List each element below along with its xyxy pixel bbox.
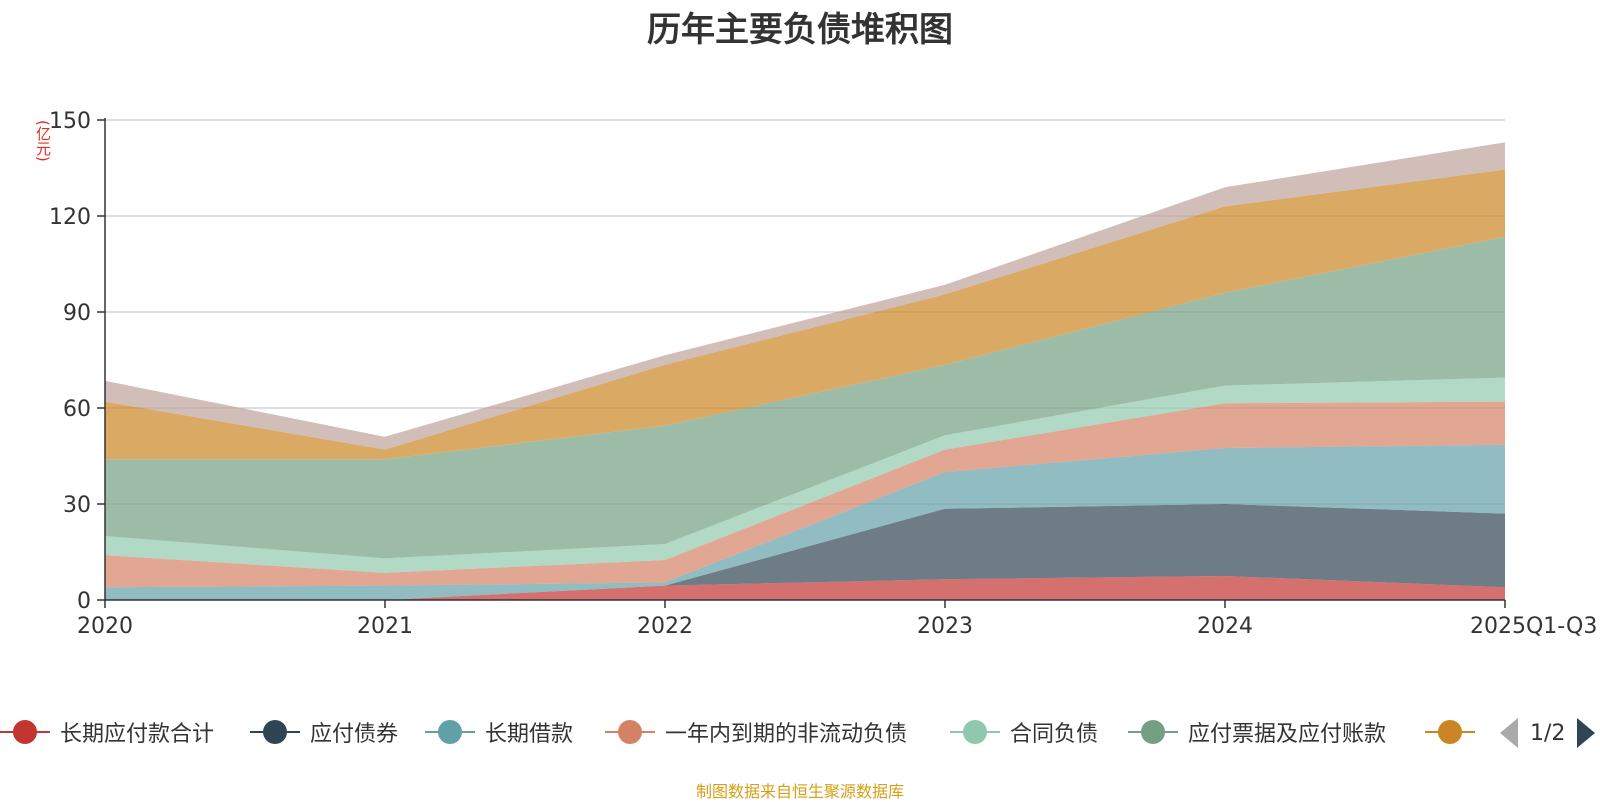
y-axis-unit-label: (亿元) bbox=[34, 120, 52, 162]
area-series-1[interactable] bbox=[105, 504, 1505, 600]
legend-item-6[interactable] bbox=[1425, 716, 1475, 748]
chart-title: 历年主要负债堆积图 bbox=[647, 10, 953, 50]
area-series-4[interactable] bbox=[105, 377, 1505, 573]
legend-marker-icon bbox=[950, 716, 1000, 748]
x-tick-label-3: 2023 bbox=[917, 614, 973, 639]
legend-label: 合同负债 bbox=[1010, 722, 1099, 747]
legend-marker-icon bbox=[605, 716, 655, 748]
legend-item-0[interactable]: 长期应付款合计 bbox=[0, 716, 214, 748]
legend-item-5[interactable]: 应付票据及应付账款 bbox=[1128, 716, 1386, 748]
legend-label: 长期借款 bbox=[485, 722, 574, 747]
y-tick-label-0: 0 bbox=[77, 589, 91, 614]
x-tick-label-5: 2025Q1-Q3 bbox=[1470, 614, 1597, 639]
legend-prev-page-icon[interactable] bbox=[1500, 718, 1518, 748]
area-series-0[interactable] bbox=[105, 576, 1505, 600]
legend-item-3[interactable]: 一年内到期的非流动负债 bbox=[605, 716, 907, 748]
legend-marker-icon bbox=[1128, 716, 1178, 748]
legend-label: 应付债券 bbox=[310, 722, 399, 747]
area-series-6[interactable] bbox=[105, 169, 1505, 460]
chart-plot: 0 30 60 90 120 150 2020 2021 2022 2023 2024 2025Q1-… bbox=[49, 109, 1597, 639]
y-tick-label-4: 120 bbox=[49, 205, 91, 230]
x-tick-label-2: 2022 bbox=[637, 614, 693, 639]
legend-label: 长期应付款合计 bbox=[60, 722, 215, 747]
legend-marker-icon bbox=[425, 716, 475, 748]
y-tick-label-3: 90 bbox=[63, 301, 91, 326]
legend-label: 应付票据及应付账款 bbox=[1188, 722, 1387, 747]
legend-marker-icon bbox=[0, 716, 50, 748]
legend-item-1[interactable]: 应付债券 bbox=[250, 716, 398, 748]
x-tick-label-4: 2024 bbox=[1197, 614, 1253, 639]
y-tick-label-5: 150 bbox=[49, 109, 91, 134]
legend-label: 一年内到期的非流动负债 bbox=[665, 722, 908, 747]
legend-next-page-icon[interactable] bbox=[1577, 718, 1596, 748]
y-tick-label-1: 30 bbox=[63, 493, 91, 518]
area-series-5[interactable] bbox=[105, 236, 1505, 559]
legend-item-4[interactable]: 合同负债 bbox=[950, 716, 1098, 748]
legend-marker-icon bbox=[1425, 716, 1475, 748]
y-tick-label-2: 60 bbox=[63, 397, 91, 422]
legend-pager: 1/2 bbox=[1500, 716, 1596, 750]
x-tick-label-0: 2020 bbox=[77, 614, 133, 639]
area-series-2[interactable] bbox=[105, 444, 1505, 600]
legend-page-indicator: 1/2 bbox=[1530, 720, 1566, 746]
x-tick-label-1: 2021 bbox=[357, 614, 413, 639]
legend-item-2[interactable]: 长期借款 bbox=[425, 716, 573, 748]
source-note: 制图数据来自恒生聚源数据库 bbox=[695, 782, 904, 801]
area-series-7[interactable] bbox=[105, 142, 1505, 450]
legend-marker-icon bbox=[250, 716, 300, 748]
area-series-3[interactable] bbox=[105, 401, 1505, 588]
